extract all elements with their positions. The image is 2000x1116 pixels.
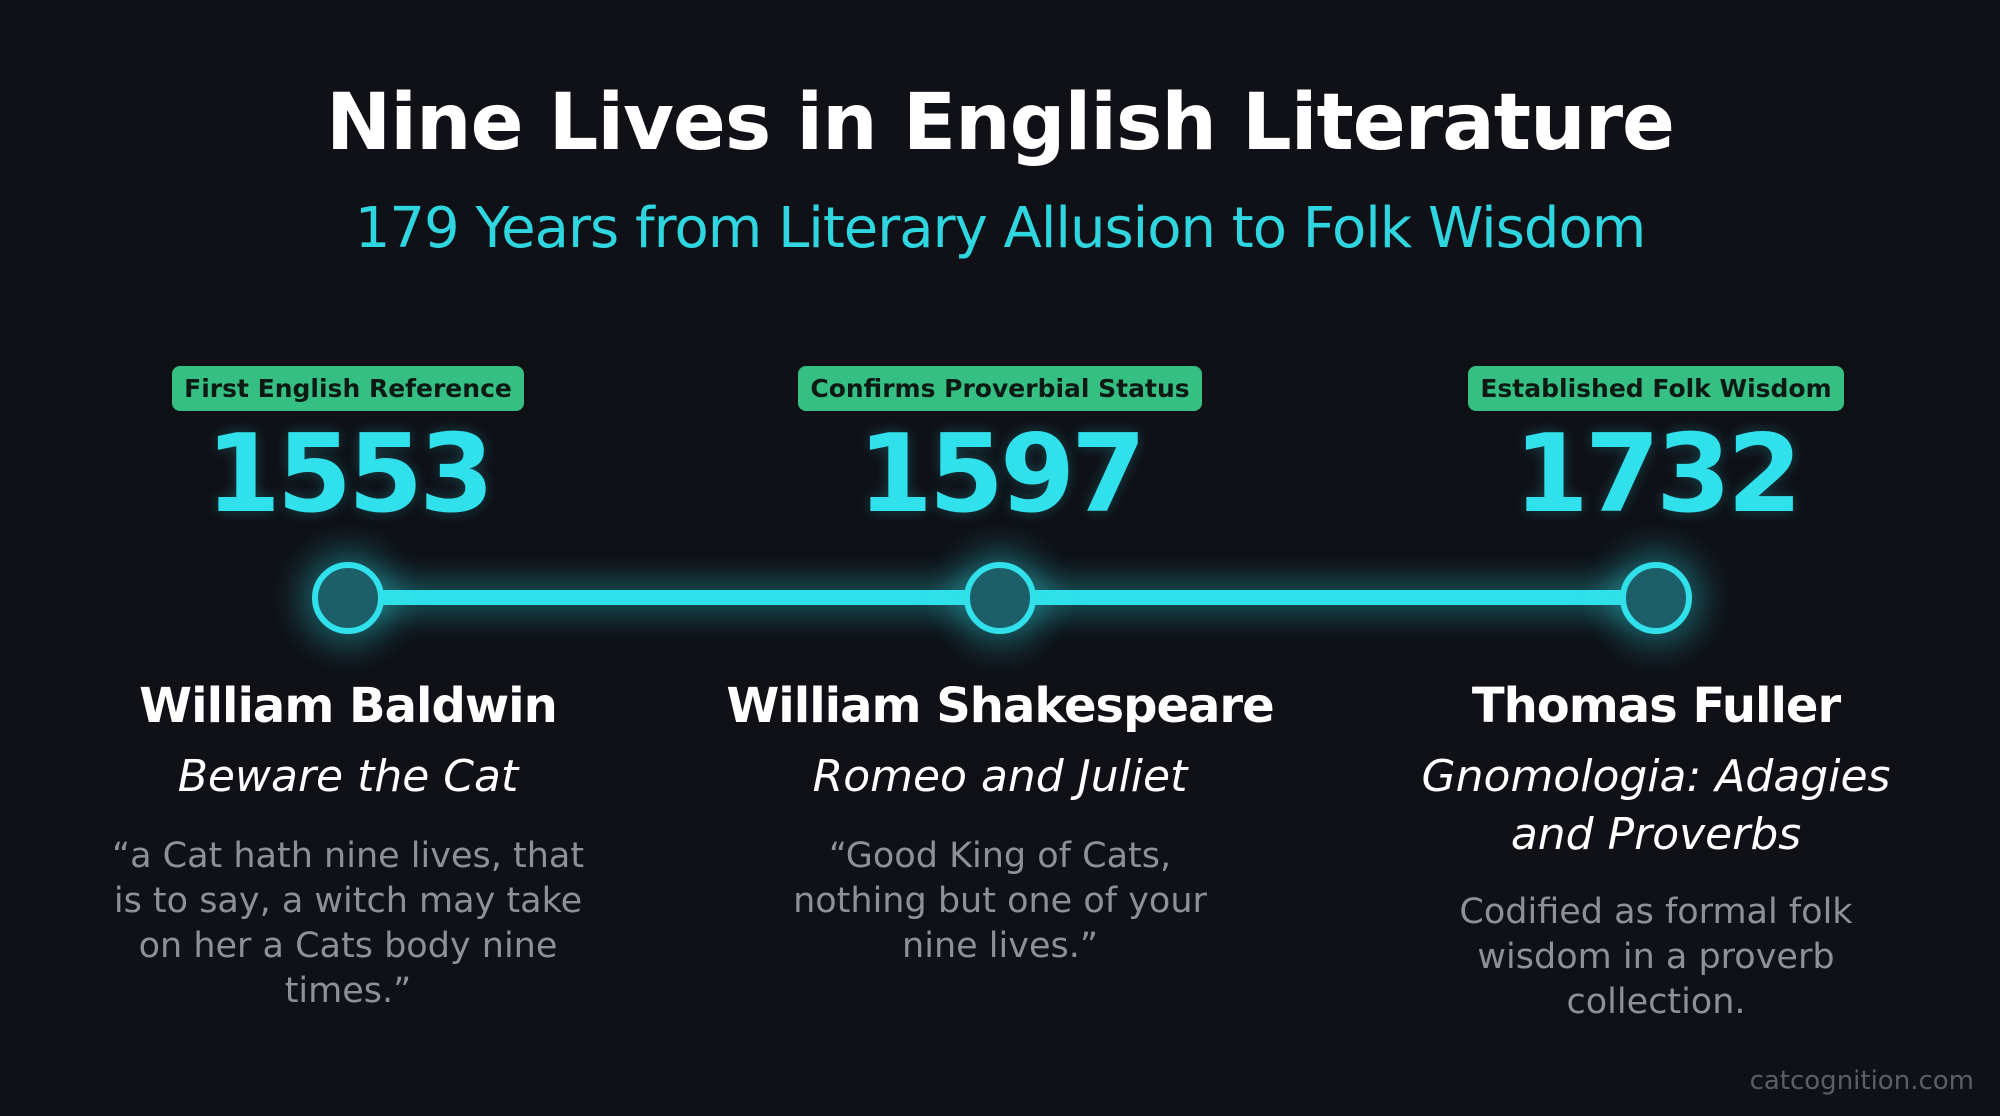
event-description: Codified as formal folk wisdom in a prov… bbox=[1459, 892, 1853, 1022]
event-work: Romeo and Juliet bbox=[812, 751, 1188, 802]
timeline-event-1553: First English Reference 1553 William Bal… bbox=[48, 0, 648, 1011]
page-title: Nine Lives in English Literature bbox=[326, 78, 1675, 168]
event-year: 1732 bbox=[1513, 412, 1803, 537]
event-badge: Confirms Proverbial Status bbox=[798, 366, 1202, 411]
timeline-node bbox=[964, 562, 1036, 634]
timeline-node bbox=[312, 562, 384, 634]
page-subtitle: 179 Years from Literary Allusion to Folk… bbox=[354, 196, 1647, 261]
event-year: 1553 bbox=[205, 412, 495, 537]
event-work: Gnomologia: Adagies and Proverbs bbox=[1421, 751, 1891, 860]
event-badge: Established Folk Wisdom bbox=[1468, 366, 1844, 411]
timeline-event-1597: Confirms Proverbial Status 1597 William … bbox=[700, 0, 1300, 966]
event-description: “Good King of Cats, nothing but one of y… bbox=[793, 836, 1207, 966]
event-author: Thomas Fuller bbox=[1471, 678, 1841, 734]
event-author: William Baldwin bbox=[139, 678, 558, 734]
footer-watermark: catcognition.com bbox=[1749, 1066, 1974, 1096]
timeline-node bbox=[1620, 562, 1692, 634]
timeline-event-1732: Established Folk Wisdom 1732 Thomas Full… bbox=[1356, 0, 1956, 1022]
event-year: 1597 bbox=[857, 412, 1147, 537]
event-work: Beware the Cat bbox=[177, 751, 519, 802]
event-author: William Shakespeare bbox=[726, 678, 1274, 734]
event-description: “a Cat hath nine lives, that is to say, … bbox=[111, 836, 585, 1011]
event-badge: First English Reference bbox=[172, 366, 524, 411]
